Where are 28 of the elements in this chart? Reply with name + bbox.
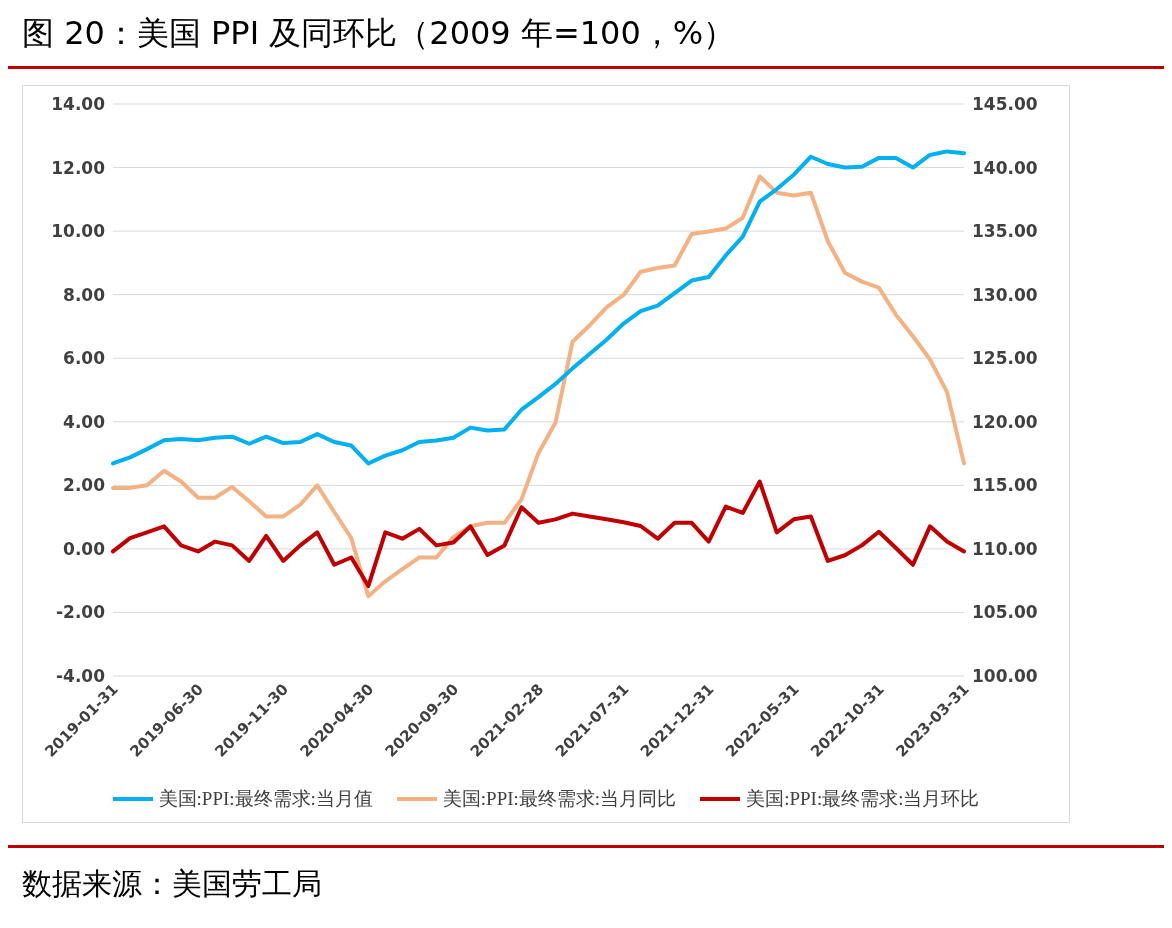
y-tick-label: 8.00 — [63, 284, 106, 305]
y2-tick-label: 145.00 — [972, 94, 1038, 115]
line-series — [111, 479, 966, 589]
source-note: 数据来源：美国劳工局 — [22, 865, 323, 903]
legend-label: 美国:PPI:最终需求:当月值 — [158, 787, 373, 811]
y-tick-label: 4.00 — [63, 411, 106, 432]
y-tick-label: -2.00 — [56, 602, 106, 623]
y2-tick-label: 125.00 — [972, 348, 1038, 369]
y2-tick-label: 110.00 — [972, 538, 1038, 559]
legend-label: 美国:PPI:最终需求:当月环比 — [746, 787, 980, 811]
y2-tick-label: 105.00 — [972, 602, 1038, 623]
line-series — [111, 174, 966, 599]
y2-tick-label: 115.00 — [972, 475, 1038, 496]
y-tick-label: 10.00 — [51, 221, 106, 242]
legend-label: 美国:PPI:最终需求:当月同比 — [442, 787, 677, 811]
line-series — [111, 149, 966, 466]
y-tick-label: 0.00 — [63, 538, 106, 559]
chart-title: 图 20：美国 PPI 及同环比（2009 年=100，%） — [8, 8, 1164, 69]
y-tick-label: 14.00 — [51, 94, 106, 115]
y2-tick-label: 100.00 — [972, 666, 1038, 687]
y-tick-label: 12.00 — [51, 157, 106, 178]
y-tick-label: -4.00 — [56, 666, 106, 687]
y-tick-label: 6.00 — [63, 348, 106, 369]
y-tick-label: 2.00 — [63, 475, 106, 496]
y2-tick-label: 135.00 — [972, 221, 1038, 242]
y2-tick-label: 130.00 — [972, 284, 1038, 305]
y2-tick-label: 120.00 — [972, 411, 1038, 432]
y2-tick-label: 140.00 — [972, 157, 1038, 178]
